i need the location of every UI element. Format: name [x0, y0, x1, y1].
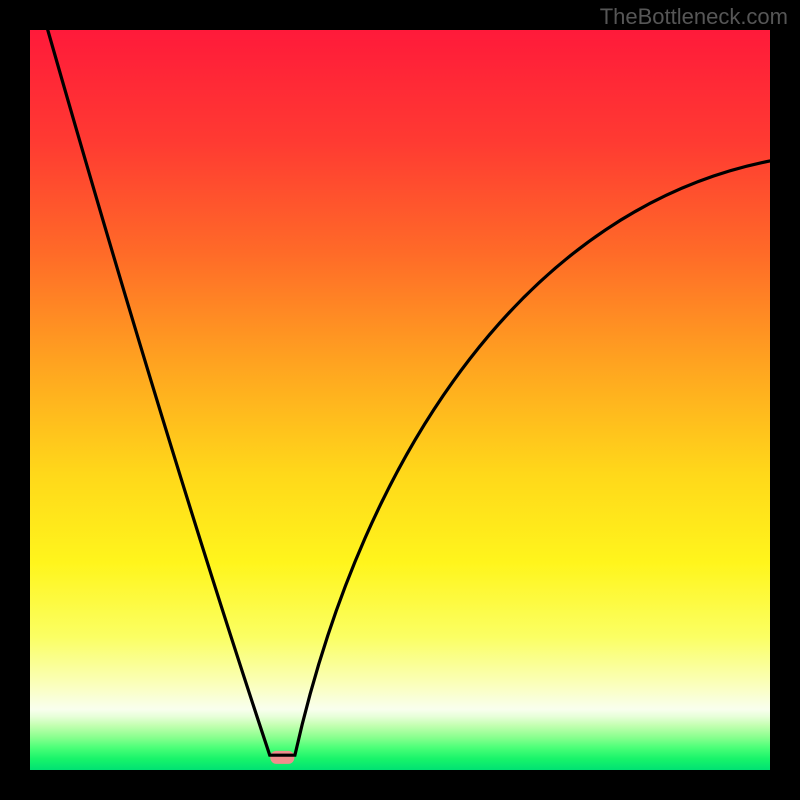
chart-container: TheBottleneck.com [0, 0, 800, 800]
bottleneck-chart [0, 0, 800, 800]
plot-gradient [30, 30, 770, 770]
watermark-text: TheBottleneck.com [600, 4, 788, 30]
optimum-marker [270, 751, 294, 764]
